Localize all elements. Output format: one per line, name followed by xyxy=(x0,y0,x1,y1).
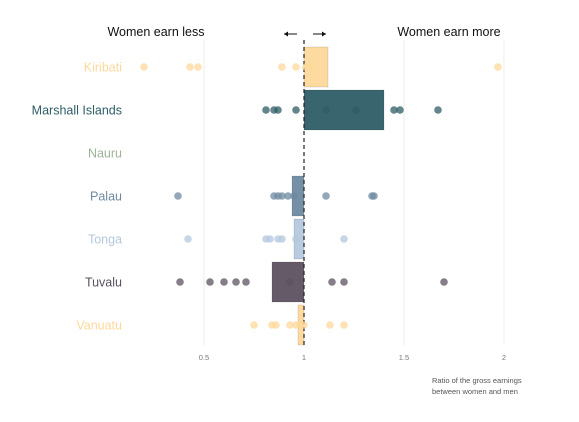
point-palau-0 xyxy=(174,192,182,200)
country-label-palau: Palau xyxy=(90,190,122,204)
x-axis-label-line-1: Ratio of the gross earnings xyxy=(432,376,522,385)
x-tick-label-1-5: 1.5 xyxy=(399,353,409,362)
country-label-tonga: Tonga xyxy=(88,233,122,247)
point-tuvalu-4 xyxy=(242,278,250,286)
grid-lines xyxy=(203,40,505,345)
point-tonga-4 xyxy=(278,235,286,243)
bar-marshall-islands xyxy=(303,89,385,131)
point-tonga-6 xyxy=(340,235,348,243)
point-kiribati-4 xyxy=(292,63,300,71)
point-tuvalu-2 xyxy=(220,278,228,286)
country-label-nauru: Nauru xyxy=(88,147,122,161)
point-marshall-islands-6 xyxy=(390,106,398,114)
country-label-kiribati: Kiribati xyxy=(84,61,122,75)
point-marshall-islands-2 xyxy=(274,106,282,114)
x-tick-label-1: 1 xyxy=(302,353,306,362)
point-marshall-islands-7 xyxy=(396,106,404,114)
x-axis: 0.5 1 1.5 2 xyxy=(199,353,506,362)
point-kiribati-0 xyxy=(140,63,148,71)
point-tuvalu-0 xyxy=(176,278,184,286)
point-palau-4 xyxy=(284,192,292,200)
point-tonga-5 xyxy=(292,235,300,243)
header-women-earn-more: Women earn more xyxy=(397,25,500,39)
country-label-marshall-islands: Marshall Islands xyxy=(32,104,122,118)
point-tuvalu-1 xyxy=(206,278,214,286)
arrow-left-icon xyxy=(284,31,297,37)
point-tuvalu-6 xyxy=(328,278,336,286)
x-axis-label-line-2: between women and men xyxy=(432,387,518,396)
arrow-right-icon xyxy=(313,31,326,37)
point-marshall-islands-8 xyxy=(434,106,442,114)
point-marshall-islands-5 xyxy=(352,106,360,114)
country-labels: Kiribati Marshall Islands Nauru Palau Tonga T… xyxy=(32,61,122,333)
point-palau-3 xyxy=(278,192,286,200)
country-label-tuvalu: Tuvalu xyxy=(85,276,122,290)
point-tuvalu-7 xyxy=(340,278,348,286)
x-tick-label-0-5: 0.5 xyxy=(199,353,209,362)
point-kiribati-7 xyxy=(494,63,502,71)
point-kiribati-6 xyxy=(306,63,314,71)
x-tick-label-2: 2 xyxy=(502,353,506,362)
point-tuvalu-5 xyxy=(286,278,294,286)
header-women-earn-less: Women earn less xyxy=(107,25,204,39)
point-vanuatu-0 xyxy=(250,321,258,329)
point-kiribati-2 xyxy=(194,63,202,71)
point-palau-6 xyxy=(322,192,330,200)
point-tonga-2 xyxy=(266,235,274,243)
point-marshall-islands-0 xyxy=(262,106,270,114)
point-vanuatu-7 xyxy=(326,321,334,329)
point-marshall-islands-4 xyxy=(322,106,330,114)
point-kiribati-1 xyxy=(186,63,194,71)
point-vanuatu-8 xyxy=(340,321,348,329)
point-vanuatu-3 xyxy=(286,321,294,329)
point-tuvalu-3 xyxy=(232,278,240,286)
point-palau-5 xyxy=(290,192,298,200)
point-tuvalu-8 xyxy=(440,278,448,286)
point-palau-8 xyxy=(370,192,378,200)
point-marshall-islands-3 xyxy=(292,106,300,114)
point-tonga-0 xyxy=(184,235,192,243)
data-points xyxy=(140,63,502,329)
point-kiribati-3 xyxy=(278,63,286,71)
country-label-vanuatu: Vanuatu xyxy=(76,319,122,333)
point-vanuatu-2 xyxy=(272,321,280,329)
point-vanuatu-6 xyxy=(300,321,308,329)
